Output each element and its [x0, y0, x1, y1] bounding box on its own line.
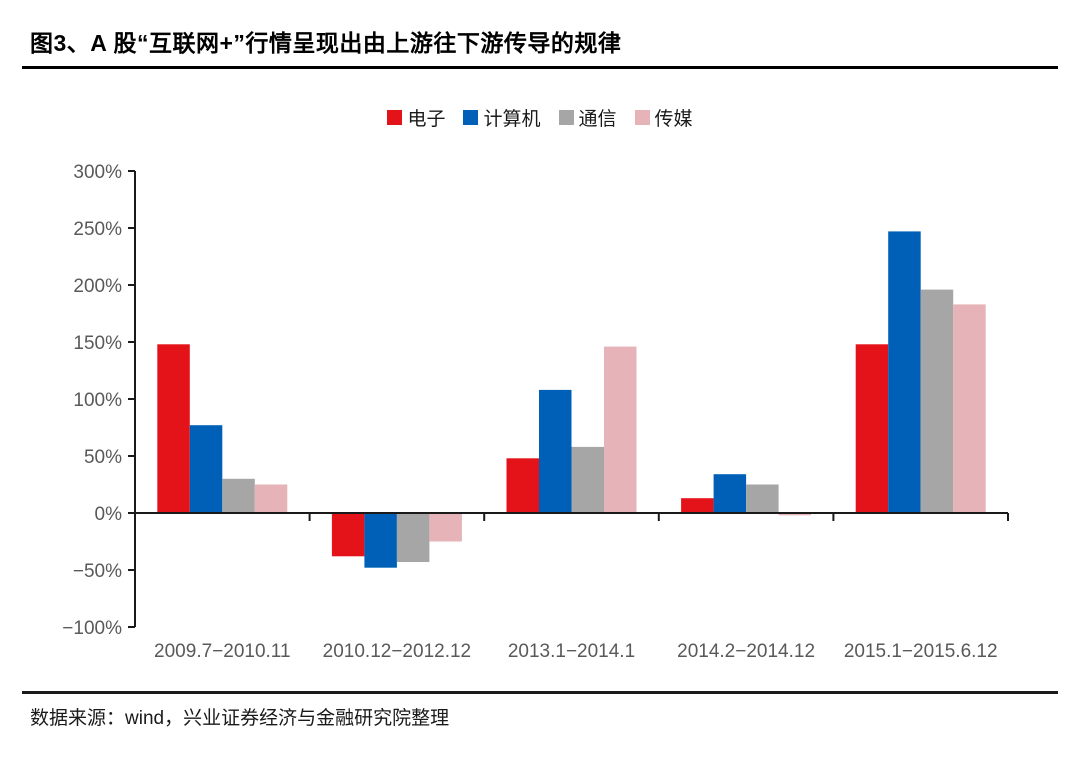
legend-label: 电子	[407, 109, 446, 130]
bar-电子-2015.1-2015.6.12	[855, 344, 889, 513]
bar-传媒-2014.2-2014.12	[778, 513, 812, 516]
data-source-note: 数据来源：wind，兴业证券经济与金融研究院整理	[30, 708, 450, 729]
y-tick-label: −50%	[73, 561, 122, 582]
bar-传媒-2009.7-2010.11	[254, 484, 288, 513]
bar-传媒-2010.12-2012.12	[429, 513, 462, 542]
bar-计算机-2014.2-2014.12	[713, 474, 747, 513]
bar-电子-2013.1-2014.1	[506, 458, 539, 513]
x-tick-label: 2014.2−2014.12	[677, 641, 815, 662]
bar-电子-2010.12-2012.12	[331, 513, 365, 557]
bar-通信-2014.2-2014.12	[746, 484, 779, 513]
legend-swatch-icon	[387, 110, 403, 125]
y-tick-label: 250%	[73, 219, 122, 240]
legend-swatch-icon	[558, 110, 574, 125]
bar-通信-2013.1-2014.1	[571, 446, 604, 513]
legend-label: 传媒	[654, 109, 693, 130]
legend-item: 传媒	[634, 104, 693, 131]
bar-通信-2010.12-2012.12	[396, 513, 430, 562]
x-tick-label: 2013.1−2014.1	[508, 641, 635, 662]
legend-item: 电子	[387, 104, 445, 131]
y-tick-label: 100%	[73, 390, 122, 411]
legend-swatch-icon	[463, 110, 479, 125]
y-tick-label: 150%	[73, 333, 122, 354]
legend-item: 通信	[558, 104, 617, 131]
legend-item: 计算机	[463, 104, 541, 131]
bar-chart: 300% 250% 200% 150% 100% 50% 0% −50% −100% 2009.7…	[62, 162, 1009, 662]
legend-swatch-icon	[634, 110, 650, 125]
legend-label: 通信	[578, 109, 617, 130]
y-tick-label: 300%	[73, 162, 122, 183]
x-tick-label: 2015.1−2015.6.12	[844, 641, 998, 662]
bar-通信-2015.1-2015.6.12	[920, 289, 954, 513]
legend-label: 计算机	[483, 109, 541, 130]
bar-通信-2009.7-2010.11	[222, 478, 255, 513]
y-tick-label: −100%	[62, 618, 122, 639]
title-underline	[22, 66, 1058, 69]
y-tick-label: 200%	[73, 276, 122, 297]
chart-title: 图3、A 股“互联网+”行情呈现出由上游往下游传导的规律	[30, 30, 622, 56]
bar-计算机-2015.1-2015.6.12	[888, 231, 921, 513]
y-tick-label: 0%	[95, 504, 123, 525]
bar-电子-2009.7-2010.11	[157, 344, 190, 513]
bar-电子-2014.2-2014.12	[681, 498, 714, 513]
bar-传媒-2013.1-2014.1	[604, 346, 637, 513]
bar-计算机-2013.1-2014.1	[539, 389, 572, 513]
x-tick-label: 2009.7−2010.11	[154, 641, 290, 662]
legend: 电子 计算机 通信 传媒	[0, 104, 1080, 131]
bar-传媒-2015.1-2015.6.12	[953, 304, 986, 513]
footer-divider	[22, 691, 1058, 694]
bar-计算机-2010.12-2012.12	[364, 513, 397, 568]
x-tick-label: 2010.12−2012.12	[323, 641, 471, 662]
bar-计算机-2009.7-2010.11	[189, 425, 223, 513]
y-tick-label: 50%	[84, 447, 122, 468]
